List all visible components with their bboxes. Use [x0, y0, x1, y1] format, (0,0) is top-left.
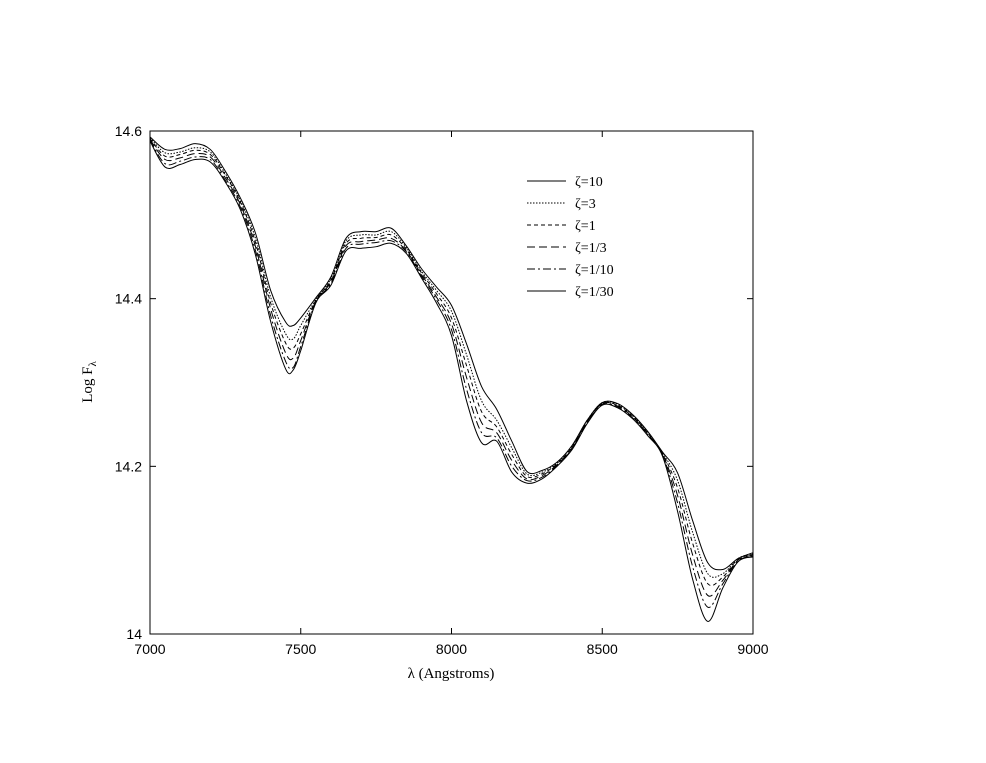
- legend-label-3: ζ=1: [575, 219, 596, 234]
- y-tick-label: 14.6: [115, 123, 142, 139]
- x-tick-label: 8000: [436, 641, 467, 657]
- y-tick-label: 14.2: [115, 458, 142, 474]
- y-tick-label: 14.4: [115, 291, 142, 307]
- legend-label-2: ζ=3: [575, 197, 596, 212]
- series-line-4: [149, 139, 754, 597]
- legend-label-5: ζ=1/10: [575, 263, 614, 278]
- x-tick-label: 8500: [587, 641, 618, 657]
- y-axis-title: Log Fλ: [80, 361, 99, 403]
- legend-label-4: ζ=1/3: [575, 241, 607, 256]
- x-tick-label: 9000: [737, 641, 768, 657]
- series-line-2: [149, 137, 754, 578]
- y-axis-title-main: Log F: [80, 367, 96, 403]
- series-line-1: [149, 136, 754, 571]
- x-axis-title: λ (Angstroms): [408, 666, 495, 682]
- y-tick-label: 14: [126, 626, 142, 642]
- series-line-6: [149, 140, 754, 622]
- legend-label-6: ζ=1/30: [575, 285, 614, 300]
- series-line-3: [149, 138, 754, 587]
- ticks-group: 7000 7500 8000 8500 9000 14 14.2 14.4 14.6: [115, 123, 769, 657]
- x-tick-label: 7500: [285, 641, 316, 657]
- legend: ζ=10 ζ=3 ζ=1 ζ=1/3 ζ=1/10 ζ=1/30: [527, 175, 614, 300]
- y-axis-title-subscript: λ: [87, 361, 99, 367]
- series-group: [149, 136, 754, 622]
- legend-label-1: ζ=10: [575, 175, 603, 190]
- x-tick-label: 7000: [134, 641, 165, 657]
